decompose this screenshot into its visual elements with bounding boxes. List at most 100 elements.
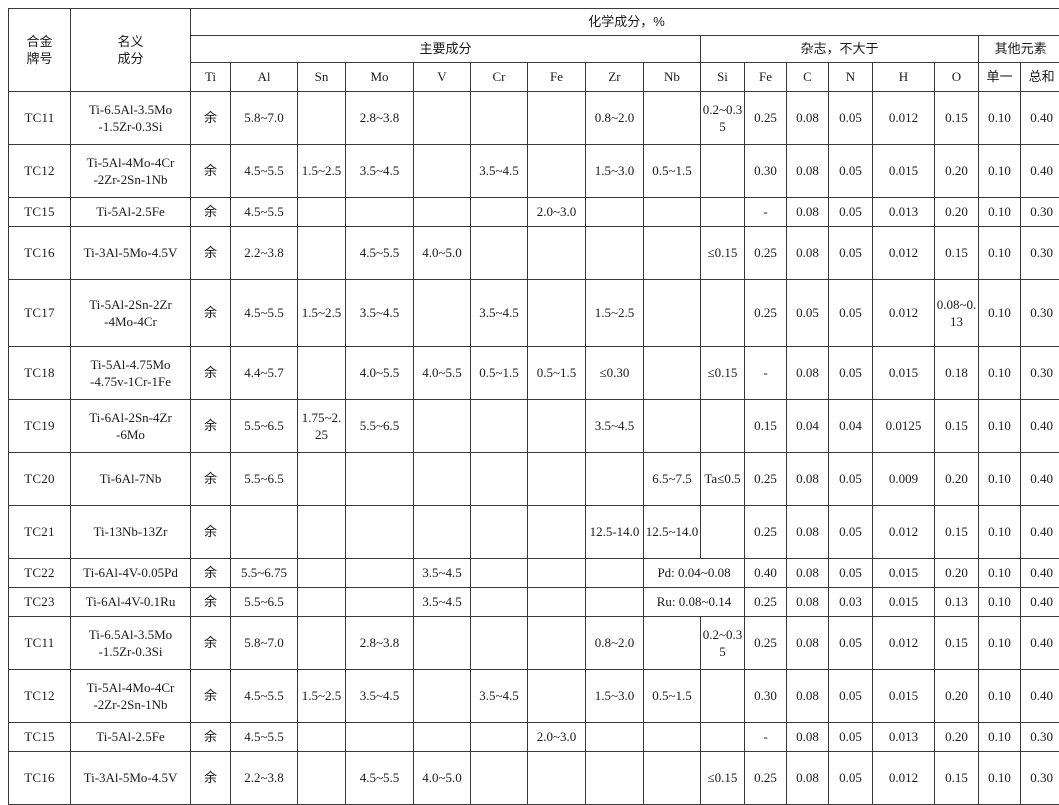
cell-nominal-composition: Ti-5Al-2.5Fe <box>71 198 191 227</box>
cell-nb: 0.5~1.5 <box>644 145 701 198</box>
cell-single: 0.10 <box>979 723 1021 752</box>
cell-mo <box>346 453 414 506</box>
cell-zr <box>586 227 644 280</box>
cell-nominal-composition: Ti-5Al-4Mo-4Cr-2Zr-2Sn-1Nb <box>71 670 191 723</box>
cell-ti: 余 <box>191 280 231 347</box>
cell-al: 2.2~3.8 <box>231 227 298 280</box>
cell-fe_main <box>528 280 586 347</box>
cell-al: 4.4~5.7 <box>231 347 298 400</box>
cell-ti: 余 <box>191 723 231 752</box>
cell-al: 5.8~7.0 <box>231 92 298 145</box>
cell-si <box>701 145 745 198</box>
cell-grade: TC21 <box>9 506 71 559</box>
cell-sn: 1.75~2.25 <box>298 400 346 453</box>
cell-grade: TC11 <box>9 92 71 145</box>
cell-grade: TC19 <box>9 400 71 453</box>
cell-n: 0.05 <box>829 506 873 559</box>
cell-fe_main: 2.0~3.0 <box>528 723 586 752</box>
cell-single: 0.10 <box>979 506 1021 559</box>
cell-fe_main <box>528 752 586 805</box>
group-header-0: 主要成分 <box>191 36 701 63</box>
cell-si <box>701 506 745 559</box>
cell-c: 0.08 <box>787 198 829 227</box>
cell-cr: 3.5~4.5 <box>471 670 528 723</box>
cell-mo: 4.0~5.5 <box>346 347 414 400</box>
cell-al: 4.5~5.5 <box>231 670 298 723</box>
cell-sn <box>298 588 346 617</box>
cell-nb <box>644 723 701 752</box>
cell-total: 0.40 <box>1021 506 1059 559</box>
cell-nb: 12.5~14.0 <box>644 506 701 559</box>
cell-fe_imp: 0.25 <box>745 92 787 145</box>
cell-grade: TC16 <box>9 752 71 805</box>
cell-v <box>414 92 471 145</box>
cell-total: 0.40 <box>1021 145 1059 198</box>
cell-c: 0.08 <box>787 145 829 198</box>
cell-o: 0.18 <box>935 347 979 400</box>
nominal-line: -1.5Zr-0.3Si <box>72 643 189 660</box>
cell-h: 0.012 <box>873 506 935 559</box>
nominal-line: Ti-6Al-7Nb <box>72 470 189 487</box>
cell-mo: 4.5~5.5 <box>346 227 414 280</box>
cell-o: 0.20 <box>935 723 979 752</box>
cell-grade: TC22 <box>9 559 71 588</box>
cell-cr: 3.5~4.5 <box>471 145 528 198</box>
cell-total: 0.40 <box>1021 400 1059 453</box>
column-header-o: O <box>935 63 979 92</box>
cell-v: 4.0~5.0 <box>414 227 471 280</box>
column-header-sn: Sn <box>298 63 346 92</box>
cell-ti: 余 <box>191 453 231 506</box>
cell-h: 0.015 <box>873 347 935 400</box>
cell-grade: TC12 <box>9 670 71 723</box>
column-header-grade: 合金牌号 <box>9 9 71 92</box>
nominal-line: Ti-6.5Al-3.5Mo <box>72 101 189 118</box>
cell-fe_main <box>528 506 586 559</box>
cell-h: 0.012 <box>873 752 935 805</box>
cell-single: 0.10 <box>979 670 1021 723</box>
cell-n: 0.05 <box>829 280 873 347</box>
cell-total: 0.30 <box>1021 198 1059 227</box>
cell-cr <box>471 588 528 617</box>
cell-h: 0.015 <box>873 588 935 617</box>
cell-v <box>414 670 471 723</box>
cell-o: 0.20 <box>935 559 979 588</box>
cell-n: 0.05 <box>829 145 873 198</box>
cell-nominal-composition: Ti-5Al-2.5Fe <box>71 723 191 752</box>
nominal-line: Ti-6Al-4V-0.05Pd <box>72 564 189 581</box>
cell-v: 3.5~4.5 <box>414 559 471 588</box>
cell-v: 4.0~5.5 <box>414 347 471 400</box>
cell-fe_imp: 0.30 <box>745 145 787 198</box>
cell-zr <box>586 453 644 506</box>
cell-total: 0.40 <box>1021 588 1059 617</box>
corner-line-2: 成分 <box>72 50 189 67</box>
column-header-h: H <box>873 63 935 92</box>
cell-mo <box>346 559 414 588</box>
cell-o: 0.20 <box>935 453 979 506</box>
cell-grade: TC18 <box>9 347 71 400</box>
cell-cr <box>471 227 528 280</box>
cell-al: 5.8~7.0 <box>231 617 298 670</box>
cell-single: 0.10 <box>979 400 1021 453</box>
cell-si: ≤0.15 <box>701 227 745 280</box>
cell-cr <box>471 752 528 805</box>
cell-n: 0.05 <box>829 559 873 588</box>
cell-nb <box>644 92 701 145</box>
cell-mo: 2.8~3.8 <box>346 617 414 670</box>
cell-mo: 4.5~5.5 <box>346 752 414 805</box>
cell-si: ≤0.15 <box>701 752 745 805</box>
cell-single: 0.10 <box>979 198 1021 227</box>
nominal-line: Ti-6Al-2Sn-4Zr <box>72 409 189 426</box>
cell-v: 4.0~5.0 <box>414 752 471 805</box>
cell-single: 0.10 <box>979 227 1021 280</box>
cell-nb <box>644 198 701 227</box>
cell-c: 0.08 <box>787 670 829 723</box>
cell-mo: 2.8~3.8 <box>346 92 414 145</box>
nominal-line: -4Mo-4Cr <box>72 313 189 330</box>
cell-nominal-composition: Ti-6Al-7Nb <box>71 453 191 506</box>
cell-additive-element: Ru: 0.08~0.14 <box>644 588 745 617</box>
cell-h: 0.009 <box>873 453 935 506</box>
group-header-1: 杂志，不大于 <box>701 36 979 63</box>
